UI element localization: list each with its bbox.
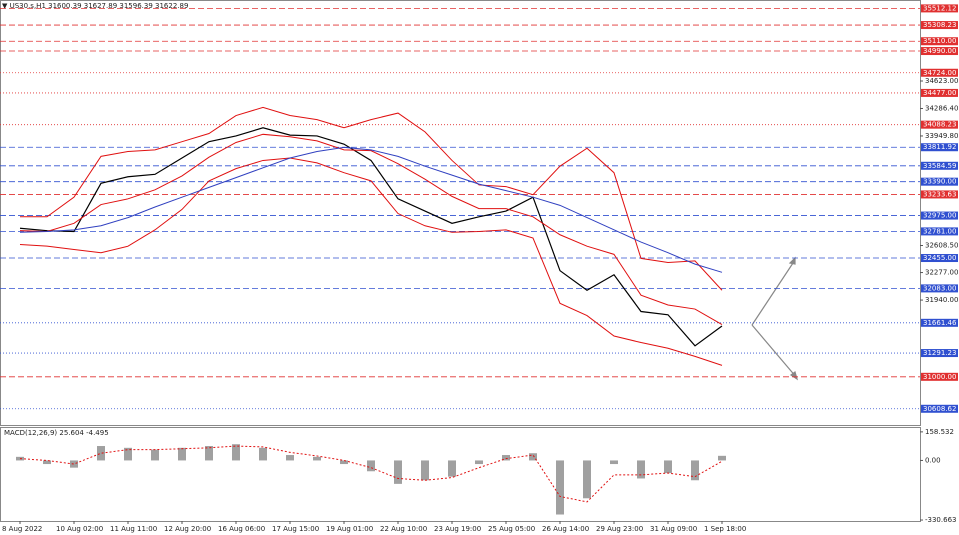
macd-bar (610, 460, 618, 465)
indicator-line (20, 106, 723, 291)
level-box (921, 227, 958, 236)
level-label: 31000.00 (923, 373, 956, 381)
y-tick-label: 33949.80 (925, 132, 958, 140)
x-tick-label: 19 Aug 01:00 (326, 525, 373, 533)
level-label: 33233.63 (923, 190, 956, 198)
x-tick-label: 11 Aug 11:00 (110, 525, 157, 533)
level-box (921, 37, 958, 46)
level-label: 33584.59 (923, 162, 956, 170)
x-tick-label: 8 Aug 2022 (2, 525, 42, 533)
x-tick-label: 22 Aug 10:00 (380, 525, 427, 533)
macd-bar (637, 460, 645, 479)
macd-bar (718, 455, 726, 461)
level-label: 34724.00 (923, 69, 956, 77)
level-box (921, 68, 958, 77)
macd-bar (421, 460, 429, 481)
macd-bar (286, 455, 294, 461)
y-tick-label: 32277.00 (925, 269, 958, 277)
level-box (921, 372, 958, 381)
level-box (921, 21, 958, 30)
x-tick-label: 25 Aug 05:00 (488, 525, 535, 533)
macd-bar (97, 446, 105, 461)
level-label: 34990.00 (923, 47, 956, 55)
level-label: 31291.23 (923, 349, 956, 357)
level-box (921, 120, 958, 129)
macd-bar (43, 460, 51, 465)
x-tick-label: 23 Aug 19:00 (434, 525, 481, 533)
level-label: 31661.46 (923, 319, 957, 327)
x-tick-label: 10 Aug 02:00 (56, 525, 103, 533)
projection-arrows (751, 256, 799, 381)
macd-bar (529, 453, 537, 461)
macd-title: MACD(12,26,9) 25.604 -4.495 (4, 429, 109, 437)
level-box (921, 143, 958, 152)
indicator-line (19, 146, 723, 273)
x-tick-label: 17 Aug 15:00 (272, 525, 319, 533)
macd-bar (583, 460, 591, 499)
level-label: 35110.00 (923, 37, 956, 45)
y-tick-label: 32608.50 (925, 241, 958, 249)
level-box (921, 254, 958, 263)
x-tick-label: 1 Sep 18:00 (704, 525, 746, 533)
x-tick-label: 31 Aug 09:00 (650, 525, 697, 533)
macd-bar (124, 447, 132, 461)
macd-bar (313, 456, 321, 461)
level-label: 34088.23 (923, 121, 956, 129)
level-box (921, 349, 958, 358)
macd-bar (70, 460, 78, 468)
macd-bar (448, 460, 456, 477)
y-tick-label: 31940.00 (925, 296, 958, 304)
macd-tick-label: 158.532 (925, 428, 954, 436)
macd-bar (475, 460, 483, 465)
level-box (921, 4, 958, 13)
macd-tick-label: 0.00 (925, 456, 941, 464)
level-box (921, 47, 958, 56)
macd-bar (556, 460, 564, 515)
macd-bar (178, 447, 186, 461)
macd-bar (394, 460, 402, 484)
macd-bar (664, 460, 672, 474)
macd-bar (205, 446, 213, 461)
chart-title: ▼ US30.s,H1 31600.39 31627.89 31596.39 3… (2, 2, 188, 10)
x-tick-label: 29 Aug 23:00 (596, 525, 643, 533)
level-label: 33390.00 (923, 178, 956, 186)
level-box (921, 177, 958, 186)
level-label: 34477.00 (923, 89, 956, 97)
level-label: 35308.23 (923, 21, 956, 29)
macd-bar (691, 460, 699, 481)
level-label: 35512.12 (923, 4, 956, 12)
level-label: 30608.62 (923, 405, 956, 413)
level-box (921, 284, 958, 293)
macd-bar (259, 447, 267, 461)
x-tick-label: 26 Aug 14:00 (542, 525, 589, 533)
level-label: 33811.92 (923, 143, 956, 151)
y-tick-label: 34286.40 (925, 104, 958, 112)
x-tick-label: 12 Aug 20:00 (164, 525, 211, 533)
y-tick-label: 34623.00 (925, 77, 958, 85)
level-label: 32781.00 (923, 227, 956, 235)
level-label: 32455.00 (923, 254, 956, 262)
level-box (921, 211, 958, 220)
level-box (921, 161, 958, 170)
macd-bar (340, 460, 348, 465)
level-box (921, 88, 958, 97)
level-box (921, 404, 958, 413)
level-label: 32975.00 (923, 212, 956, 220)
level-box (921, 318, 958, 327)
main-pane (0, 0, 921, 426)
macd-bar (367, 460, 375, 472)
level-label: 32083.00 (923, 284, 956, 292)
macd-bar (151, 449, 159, 461)
indicator-line (19, 157, 723, 366)
macd-tick-label: -330.663 (925, 516, 956, 524)
x-tick-label: 16 Aug 06:00 (218, 525, 265, 533)
indicator-line (19, 133, 723, 326)
macd-bar (502, 455, 510, 461)
level-box (921, 190, 958, 199)
macd-bar (232, 444, 240, 461)
price-line (19, 127, 723, 347)
